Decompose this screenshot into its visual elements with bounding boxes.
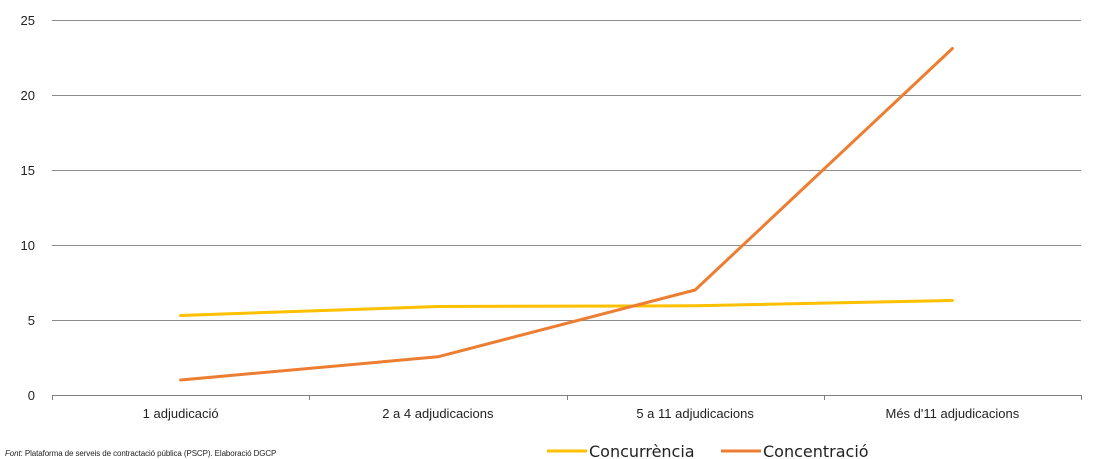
y-tick-label: 15 xyxy=(21,163,35,178)
legend-label: Concurrència xyxy=(589,442,695,459)
legend-label: Concentració xyxy=(763,442,869,459)
series-line-1 xyxy=(179,299,954,317)
source-note: Font: Plataforma de serveis de contracta… xyxy=(5,449,276,458)
source-text: : Plataforma de serveis de contractació … xyxy=(20,449,277,458)
y-axis-ticks: 0 5 10 15 20 25 xyxy=(21,13,35,403)
x-tick-label: 1 adjudicació xyxy=(143,406,219,421)
gridlines xyxy=(52,20,1081,396)
series-lines xyxy=(179,47,954,382)
y-tick-label: 5 xyxy=(28,313,35,328)
legend: Concurrència Concentració xyxy=(547,442,869,459)
x-axis-ticks: 1 adjudicació 2 a 4 adjudicacions 5 a 11 a… xyxy=(52,395,1082,421)
x-tick-label: 2 a 4 adjudicacions xyxy=(382,406,494,421)
x-tick-label: 5 a 11 adjudicacions xyxy=(636,406,754,421)
source-label: Font xyxy=(5,449,21,458)
y-tick-label: 10 xyxy=(21,238,35,253)
y-tick-label: 20 xyxy=(21,88,35,103)
series-line-2 xyxy=(179,47,954,382)
y-tick-label: 25 xyxy=(21,13,35,28)
y-tick-label: 0 xyxy=(28,388,35,403)
x-tick-label: Més d'11 adjudicacions xyxy=(885,406,1019,421)
